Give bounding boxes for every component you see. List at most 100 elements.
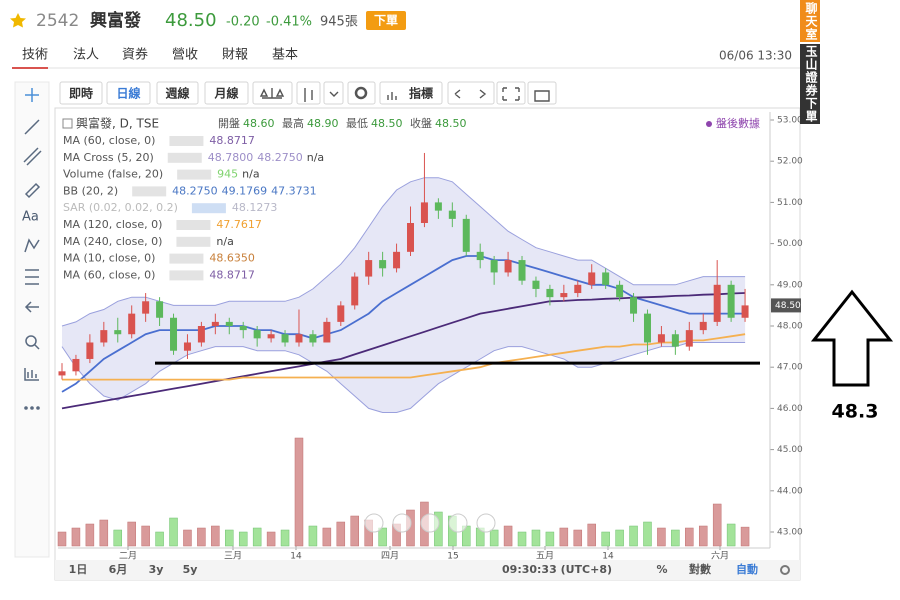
toolbar-icon-button[interactable] bbox=[447, 81, 495, 105]
zoom-button[interactable] bbox=[448, 513, 468, 533]
tab[interactable]: 營收 bbox=[172, 48, 198, 63]
candle-body bbox=[323, 321, 331, 343]
indicator-icons[interactable] bbox=[177, 169, 212, 180]
order-button-label[interactable]: 下單 bbox=[374, 14, 398, 28]
volume-bar bbox=[155, 531, 164, 547]
candle-body bbox=[58, 371, 66, 376]
x-tick-label: 14 bbox=[602, 552, 614, 562]
chat-button[interactable]: 聊天室 bbox=[800, 0, 820, 42]
indicator-label[interactable]: SAR (0.02, 0.02, 0.2) bbox=[63, 201, 178, 214]
toolbar-button-label[interactable]: 日線 bbox=[116, 86, 140, 101]
more-dots[interactable] bbox=[24, 406, 40, 410]
toolbar-button-label[interactable]: 月線 bbox=[213, 86, 238, 101]
toolbar-button[interactable] bbox=[59, 81, 103, 105]
bottom-settings[interactable] bbox=[780, 565, 790, 575]
settings-icon[interactable] bbox=[354, 86, 368, 100]
indicator-value: 47.7617 bbox=[216, 218, 262, 231]
y-tick-label: 53.00 bbox=[777, 116, 803, 126]
scale-button[interactable]: 自動 bbox=[736, 562, 758, 576]
candle-body bbox=[588, 272, 596, 285]
toolbar-button-label[interactable]: 指標 bbox=[409, 86, 433, 101]
text-tool[interactable]: Aa bbox=[22, 210, 39, 225]
indicator-value: n/a bbox=[307, 151, 324, 164]
candle-body bbox=[407, 223, 414, 252]
volume-bar bbox=[545, 531, 555, 547]
indicator-icons[interactable] bbox=[169, 270, 204, 281]
indicator-label[interactable]: BB (20, 2) bbox=[63, 184, 118, 197]
tab[interactable]: 技術 bbox=[22, 48, 48, 63]
tab[interactable]: 財報 bbox=[222, 48, 248, 63]
indicator-label[interactable]: MA (240, close, 0) bbox=[63, 235, 162, 248]
scale-button[interactable]: 對數 bbox=[689, 562, 711, 576]
bottom-bar bbox=[55, 560, 800, 580]
range-button[interactable]: 3y bbox=[149, 563, 164, 576]
volume-bar bbox=[57, 531, 67, 547]
favorite-star[interactable] bbox=[10, 13, 26, 28]
indicator-label[interactable]: MA (60, close, 0) bbox=[63, 268, 155, 281]
volume-bar bbox=[322, 527, 332, 547]
toolbar-icon-button[interactable] bbox=[323, 81, 344, 105]
volume-bar bbox=[601, 531, 610, 547]
range-button[interactable]: 5y bbox=[183, 563, 198, 576]
toolbar-icon-button[interactable] bbox=[347, 81, 376, 105]
candle-body bbox=[727, 284, 735, 318]
candle-body bbox=[225, 321, 233, 326]
tab[interactable]: 資券 bbox=[122, 47, 148, 63]
left-tool-icons bbox=[23, 88, 42, 381]
indicator-icons[interactable] bbox=[176, 236, 211, 247]
zoom-button[interactable] bbox=[476, 513, 496, 533]
volume-bar bbox=[266, 531, 276, 547]
indicator-icons[interactable] bbox=[167, 152, 202, 163]
candle-body bbox=[490, 260, 498, 273]
legend-toggle[interactable] bbox=[62, 118, 73, 129]
indicator-label[interactable]: MA (60, close, 0) bbox=[63, 134, 155, 147]
ohlc-value: 48.60 bbox=[243, 117, 275, 130]
candle-body bbox=[128, 313, 136, 335]
y-tick-label: 45.00 bbox=[777, 445, 803, 455]
scale-button[interactable]: % bbox=[656, 563, 667, 576]
zoom-button[interactable] bbox=[364, 513, 384, 533]
candle-body bbox=[616, 284, 624, 298]
toolbar-icon-button[interactable] bbox=[296, 81, 321, 105]
indicator-icons[interactable] bbox=[132, 186, 167, 197]
indicator-icons[interactable] bbox=[169, 253, 204, 264]
toolbar-button[interactable] bbox=[204, 81, 249, 105]
toolbar-icon-button[interactable] bbox=[496, 81, 526, 105]
toolbar-button[interactable] bbox=[156, 81, 199, 105]
tab[interactable]: 基本 bbox=[272, 48, 298, 63]
candle-body bbox=[86, 342, 94, 359]
toolbar-button[interactable] bbox=[106, 81, 151, 105]
range-button[interactable]: 1日 bbox=[69, 563, 88, 576]
broker-order-button[interactable]: 玉山證券下單 bbox=[800, 44, 820, 124]
indicator-value: 48.8717 bbox=[209, 268, 255, 281]
zoom-button[interactable] bbox=[392, 513, 412, 533]
y-tick-label: 47.00 bbox=[777, 363, 803, 373]
indicator-icons[interactable] bbox=[191, 203, 226, 214]
candle-body bbox=[365, 260, 373, 277]
range-button[interactable]: 6月 bbox=[109, 563, 128, 576]
ohlc-label: 最低 bbox=[346, 117, 368, 130]
indicator-label[interactable]: MA (120, close, 0) bbox=[63, 218, 162, 231]
candle-body bbox=[657, 334, 665, 343]
candle-body bbox=[532, 280, 540, 289]
tab[interactable]: 法人 bbox=[73, 48, 99, 63]
zoom-button[interactable] bbox=[420, 513, 440, 533]
indicator-label[interactable]: Volume (false, 20) bbox=[63, 168, 163, 181]
volume-bar bbox=[573, 529, 583, 547]
after-hours-link[interactable]: 盤後數據 bbox=[716, 116, 760, 130]
volume-bar bbox=[698, 525, 708, 547]
volume: 945張 bbox=[320, 15, 358, 30]
y-tick-label: 50.00 bbox=[777, 239, 803, 249]
ohlc-label: 收盤 bbox=[410, 116, 432, 130]
volume-bar bbox=[211, 525, 220, 547]
order-button[interactable] bbox=[366, 11, 406, 30]
toolbar-button-label[interactable]: 週線 bbox=[165, 86, 189, 101]
indicator-icons[interactable] bbox=[169, 136, 204, 146]
y-tick-label: 46.00 bbox=[777, 404, 803, 414]
indicator-icons[interactable] bbox=[176, 220, 211, 230]
indicator-label[interactable]: MA (10, close, 0) bbox=[63, 252, 155, 265]
toolbar-button-label[interactable]: 即時 bbox=[69, 86, 93, 101]
indicator-label[interactable]: MA Cross (5, 20) bbox=[63, 151, 154, 164]
